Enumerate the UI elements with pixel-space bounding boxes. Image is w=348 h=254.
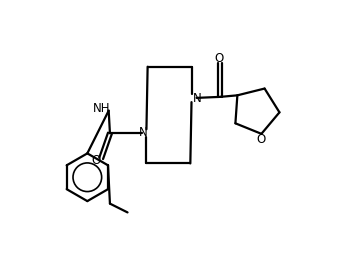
Text: O: O (215, 52, 224, 65)
Text: NH: NH (93, 102, 110, 115)
Text: O: O (91, 154, 100, 167)
Text: N: N (139, 125, 148, 138)
Text: O: O (257, 133, 266, 146)
Text: N: N (193, 92, 201, 105)
